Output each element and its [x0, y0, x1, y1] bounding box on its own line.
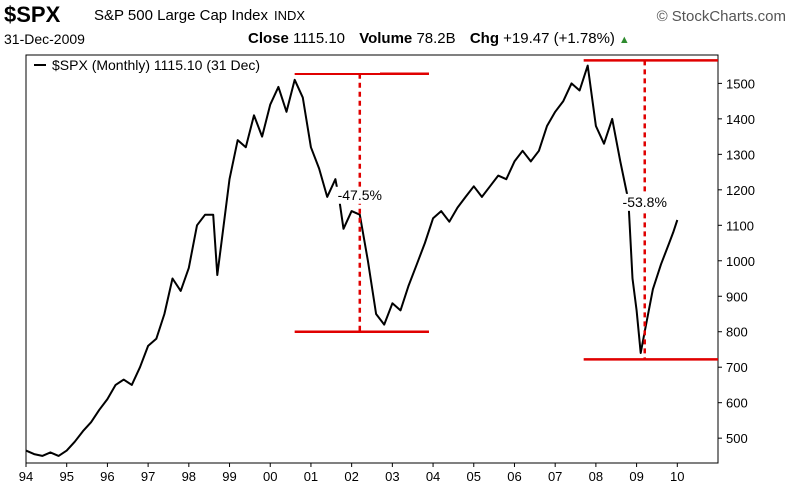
brand-label[interactable]: © StockCharts.com — [656, 8, 786, 25]
as-of-date: 31-Dec-2009 — [4, 31, 85, 47]
drawdown-label-bg — [334, 186, 385, 204]
x-tick-label: 01 — [304, 469, 318, 484]
plot-frame — [25, 54, 719, 464]
x-tick-label: 04 — [426, 469, 440, 484]
y-tick-label: 1000 — [726, 254, 755, 269]
x-tick-label: 97 — [141, 469, 155, 484]
legend-bg — [30, 56, 380, 73]
volume-value: 78.2B — [416, 30, 456, 47]
chg-value: +19.47 (+1.78%) — [503, 30, 615, 47]
x-tick-label: 94 — [19, 469, 33, 484]
quote-stats: Close 1115.10 Volume 78.2B Chg +19.47 (+… — [248, 30, 630, 47]
x-tick-label: 06 — [507, 469, 521, 484]
x-tick-label: 02 — [344, 469, 358, 484]
exchange-label: INDX — [274, 8, 306, 23]
y-tick-label: 500 — [726, 431, 748, 446]
index-name: S&P 500 Large Cap Index INDX — [94, 7, 305, 24]
drawdown-label: -53.8% — [623, 194, 667, 210]
x-tick-label: 95 — [59, 469, 73, 484]
x-tick-label: 96 — [100, 469, 114, 484]
legend-label: $SPX (Monthly) 1115.10 (31 Dec) — [52, 57, 260, 73]
x-tick-label: 99 — [222, 469, 236, 484]
x-tick-label: 03 — [385, 469, 399, 484]
x-tick-label: 98 — [182, 469, 196, 484]
price-line — [25, 64, 679, 457]
x-tick-label: 10 — [670, 469, 684, 484]
y-tick-label: 1100 — [726, 218, 754, 233]
x-tick-label: 08 — [589, 469, 603, 484]
y-tick-label: 1300 — [726, 147, 755, 162]
triangle-up-icon: ▲ — [618, 34, 630, 46]
y-tick-label: 1200 — [726, 183, 755, 198]
index-full-name: S&P 500 Large Cap Index — [94, 7, 269, 24]
x-tick-label: 05 — [467, 469, 481, 484]
y-tick-label: 1500 — [726, 76, 755, 91]
y-tick-label: 600 — [726, 396, 748, 411]
y-tick-label: 1400 — [726, 112, 755, 127]
chg-label: Chg — [469, 30, 499, 47]
chart-header: $SPX S&P 500 Large Cap Index INDX © Stock… — [0, 0, 800, 52]
y-tick-label: 700 — [726, 360, 748, 375]
x-tick-label: 07 — [548, 469, 562, 484]
close-value: 1115.10 — [293, 30, 346, 47]
y-tick-label: 800 — [726, 325, 748, 340]
drawdown-label: -47.5% — [338, 187, 382, 203]
volume-label: Volume — [359, 30, 413, 47]
x-tick-label: 00 — [263, 469, 277, 484]
x-tick-label: 09 — [629, 469, 643, 484]
drawdown-label-bg — [619, 193, 670, 211]
ticker-symbol: $SPX — [4, 2, 61, 27]
y-tick-label: 900 — [726, 289, 748, 304]
close-label: Close — [248, 30, 289, 47]
